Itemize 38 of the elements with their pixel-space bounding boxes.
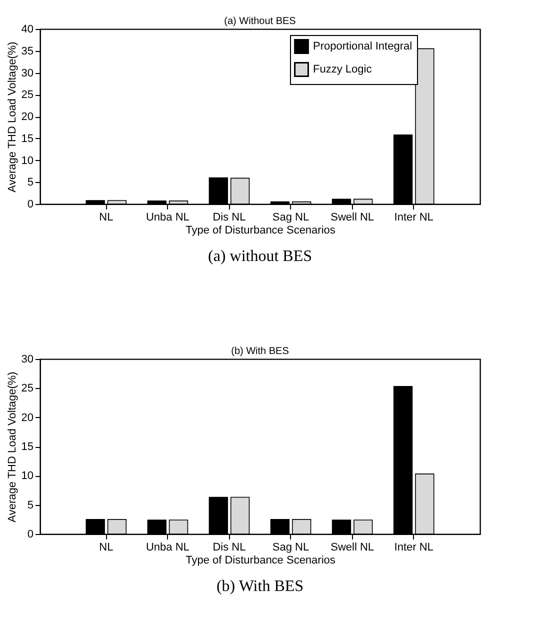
y-tick-label: 35 xyxy=(21,45,34,58)
text: (a) without BES xyxy=(208,248,312,265)
y-tick-label: 20 xyxy=(21,111,34,123)
text: (b) With BES xyxy=(216,578,304,595)
y-tick-label: 30 xyxy=(21,67,34,80)
x-tick-label: Inter NL xyxy=(394,212,434,224)
y-tick-label: 10 xyxy=(21,154,34,167)
x-tick-label: NL xyxy=(99,212,114,224)
y-tick-label: 30 xyxy=(21,354,34,366)
legend-label: Fuzzy Logic xyxy=(313,64,372,76)
x-axis-title: Type of Disturbance Scenarios xyxy=(186,224,336,236)
x-tick-label: Swell NL xyxy=(330,212,374,224)
y-tick-label: 15 xyxy=(21,441,34,453)
y-tick-label: 20 xyxy=(21,412,34,424)
x-tick-label: NL xyxy=(99,542,114,554)
y-tick-label: 5 xyxy=(27,499,34,512)
x-tick-label: Dis NL xyxy=(212,542,246,554)
x-tick-label: Dis NL xyxy=(212,212,246,224)
chart-title: (b) With BES xyxy=(231,346,290,357)
x-axis-title: Type of Disturbance Scenarios xyxy=(186,554,336,566)
y-tick-label: 25 xyxy=(21,382,34,395)
y-tick-label: 40 xyxy=(21,24,34,36)
x-tick-label: Sag NL xyxy=(272,212,310,224)
x-tick-label: Unba NL xyxy=(146,542,190,554)
x-tick-label: Swell NL xyxy=(330,542,374,554)
y-tick-label: 0 xyxy=(27,198,34,210)
y-tick-label: 0 xyxy=(27,528,34,540)
x-tick-label: Sag NL xyxy=(272,542,310,554)
y-tick-label: 15 xyxy=(21,132,34,145)
legend-label: Proportional Integral xyxy=(313,40,412,52)
y-tick-label: 25 xyxy=(21,89,34,102)
y-axis-title: Average THD Load Voltage(%) xyxy=(6,372,18,522)
chart-title: (a) Without BES xyxy=(224,16,296,27)
y-axis-title: Average THD Load Voltage(%) xyxy=(6,42,18,192)
x-tick-label: Inter NL xyxy=(394,542,434,554)
y-tick-label: 5 xyxy=(27,176,34,189)
x-tick-label: Unba NL xyxy=(146,212,190,224)
y-tick-label: 10 xyxy=(21,470,34,482)
